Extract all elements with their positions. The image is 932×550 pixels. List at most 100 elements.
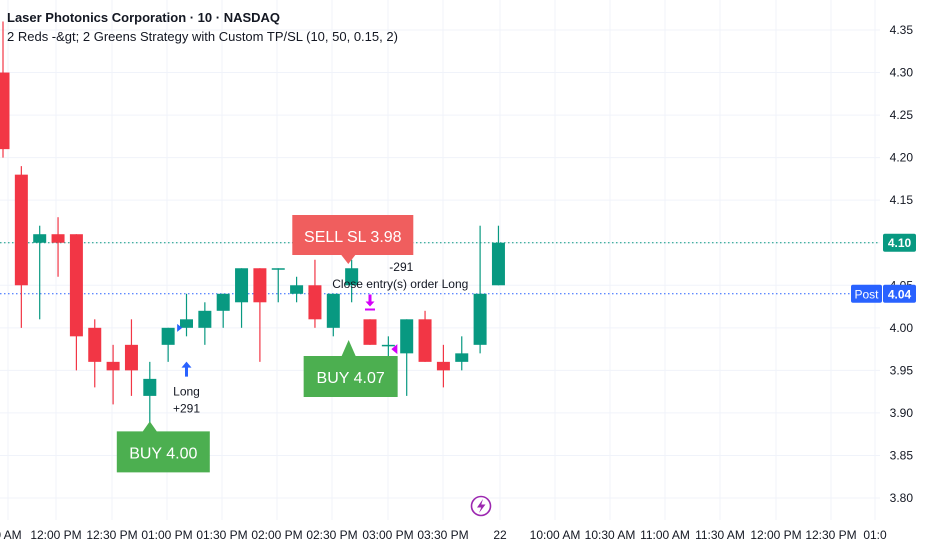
y-tick-label: 4.25 <box>890 108 914 122</box>
candle <box>326 293 340 337</box>
entry-tick-icon <box>177 323 183 332</box>
candle-body <box>436 361 450 371</box>
candle-body <box>345 268 359 286</box>
candle-body <box>69 234 83 337</box>
candle-body <box>418 319 432 362</box>
x-tick-label: 22 <box>493 528 507 542</box>
candle-body <box>33 234 47 243</box>
candle <box>106 344 120 405</box>
post-tag <box>851 284 882 303</box>
x-tick-label: 12:30 PM <box>805 528 856 542</box>
candle-series <box>0 21 505 456</box>
candle <box>161 327 175 362</box>
candle <box>124 319 138 396</box>
buy-label-box <box>116 421 210 473</box>
candle <box>14 166 28 328</box>
candle-body <box>14 174 28 286</box>
post-tag-label: Post <box>854 287 879 301</box>
candle <box>216 293 230 328</box>
buy-label: BUY 4.07 <box>303 340 398 397</box>
price-badge-label: 4.04 <box>888 287 912 301</box>
y-tick-label: 3.95 <box>890 363 914 377</box>
x-tick-label: 03:00 PM <box>362 528 413 542</box>
price-axis: 4.354.304.254.204.154.104.054.003.953.90… <box>851 23 916 505</box>
exit-arrow-icon <box>365 294 375 311</box>
candle-body <box>180 319 193 328</box>
candle-body <box>143 378 157 396</box>
y-tick-label: 4.00 <box>890 321 914 335</box>
candle <box>88 319 102 388</box>
y-tick-label: 3.85 <box>890 448 914 462</box>
candle-body <box>473 293 487 345</box>
y-tick-label: 4.20 <box>890 151 914 165</box>
chart-title: Laser Photonics Corporation · 10 · NASDA… <box>7 10 281 25</box>
candle-body <box>290 285 304 294</box>
candle-body <box>308 285 322 320</box>
x-tick-label: 12:00 PM <box>30 528 81 542</box>
candle-body <box>88 327 102 362</box>
buy-label-text: BUY 4.07 <box>317 370 385 387</box>
x-tick-label: 10:00 AM <box>530 528 581 542</box>
long-entry-pnl: +291 <box>173 402 200 416</box>
y-tick-label: 4.15 <box>890 193 914 207</box>
candle <box>308 259 322 328</box>
sell-label-text: SELL SL 3.98 <box>304 229 402 246</box>
price-badge <box>883 284 916 303</box>
candle <box>363 319 377 345</box>
candle <box>51 217 65 277</box>
candle-body <box>106 361 120 371</box>
strategy-name: 2 Reds -&gt; 2 Greens Strategy with Cust… <box>7 29 398 44</box>
candle <box>455 336 469 371</box>
buy-label-text: BUY 4.00 <box>129 445 197 462</box>
candle-body <box>491 242 505 286</box>
candle <box>491 225 505 286</box>
candle <box>0 21 10 158</box>
long-entry-label: Long <box>173 385 200 399</box>
y-tick-label: 3.80 <box>890 491 914 505</box>
candle <box>180 293 193 337</box>
candle-body <box>271 268 285 270</box>
long-entry-arrow-icon <box>181 361 192 377</box>
x-tick-label: 10:30 AM <box>585 528 636 542</box>
close-pnl: -291 <box>389 260 413 274</box>
candle-body <box>381 344 395 347</box>
candle <box>418 310 432 362</box>
x-tick-label: 01:00 PM <box>141 528 192 542</box>
candle <box>198 302 212 345</box>
y-tick-label: 3.90 <box>890 406 914 420</box>
candle <box>271 268 285 303</box>
candle <box>69 234 83 371</box>
candle-body <box>161 327 175 345</box>
candle <box>473 225 487 354</box>
candle <box>345 259 359 303</box>
lightning-icon[interactable] <box>470 495 492 517</box>
candle-body <box>253 268 267 303</box>
price-badge <box>883 233 916 252</box>
buy-label: BUY 4.00 <box>116 421 210 473</box>
sell-label-box <box>292 215 414 264</box>
x-tick-label: 03:30 PM <box>417 528 468 542</box>
candle-body <box>51 234 65 243</box>
sell-label: SELL SL 3.98 -291 Close entry(s) order Lon… <box>292 215 468 355</box>
price-lines <box>0 242 880 295</box>
candle-body <box>216 293 230 311</box>
time-axis: 0 AM 12:00 PM 12:30 PM 01:00 PM 01:30 PM 02:0… <box>0 528 887 542</box>
price-badge-label: 4.10 <box>888 236 912 250</box>
candle <box>33 225 47 320</box>
x-tick-label: 0 AM <box>0 528 22 542</box>
candle-body <box>400 319 414 354</box>
x-tick-label: 01:0 <box>863 528 887 542</box>
close-order-label: Close entry(s) order Long <box>332 277 468 291</box>
candle-body <box>326 293 340 328</box>
y-tick-label: 4.35 <box>890 23 914 37</box>
strategy-annotations: BUY 4.00 Long +291 SELL SL 3.98 -291 Close en… <box>116 215 468 473</box>
candle-body <box>235 268 249 303</box>
candle-body <box>455 353 469 362</box>
buy-label-box <box>303 340 398 397</box>
long-entry-marker: Long +291 <box>173 323 200 416</box>
candle-body <box>363 319 377 345</box>
candle-body <box>0 72 10 150</box>
x-tick-label: 01:30 PM <box>196 528 247 542</box>
x-tick-label: 11:30 AM <box>695 528 745 542</box>
